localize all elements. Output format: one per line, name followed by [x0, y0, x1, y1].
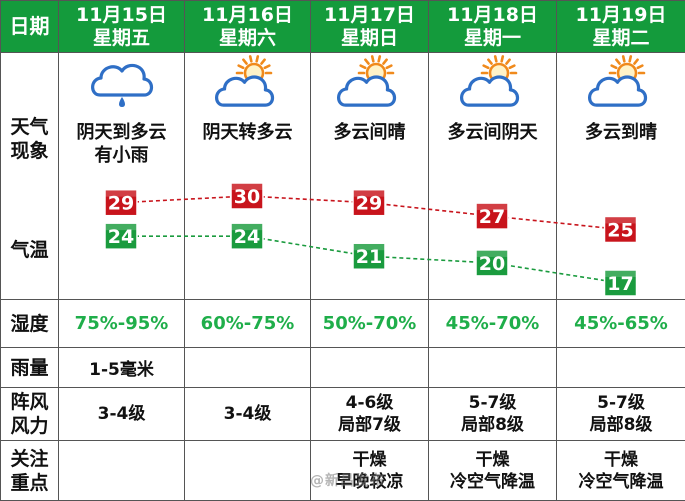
day-header: 11月19日星期二: [557, 1, 685, 53]
wind-label: 风力: [1, 414, 58, 438]
focus-value: 干燥冷空气降温: [429, 441, 557, 501]
day-weekday: 星期六: [185, 27, 310, 50]
day-header: 11月16日星期六: [185, 1, 311, 53]
day-header: 11月17日星期日: [311, 1, 429, 53]
day-weekday: 星期五: [59, 27, 184, 50]
day-weekday: 星期日: [311, 27, 428, 50]
weather-text: 多云到晴: [557, 121, 685, 144]
weather-icon-slot: [311, 53, 428, 113]
wind-value: 5-7级局部8级: [429, 388, 557, 441]
weather-icon-slot: [59, 53, 184, 113]
watermark: @新昌发布: [310, 470, 385, 490]
wind-label-cell: 阵风风力: [1, 388, 59, 441]
rain-value: [311, 348, 429, 388]
focus-label-cell: 关注重点: [1, 441, 59, 501]
rain-value: [185, 348, 311, 388]
humidity-value: 75%-95%: [59, 300, 185, 348]
weather-cell: 多云到晴: [557, 53, 685, 300]
day-date: 11月19日: [557, 4, 685, 27]
day-date: 11月17日: [311, 4, 428, 27]
weather-text: 多云间阴天: [429, 121, 556, 144]
humidity-label: 湿度: [1, 300, 59, 348]
wind-value: 4-6级局部7级: [311, 388, 429, 441]
day-header: 11月18日星期一: [429, 1, 557, 53]
sun-cloud-icon: [334, 55, 406, 113]
sun-cloud-icon: [457, 55, 529, 113]
wind-value: 3-4级: [59, 388, 185, 441]
humidity-row: 湿度 75%-95% 60%-75% 50%-70% 45%-70% 45%-6…: [1, 300, 685, 348]
sun-cloud-icon: [212, 55, 284, 113]
rain-row: 雨量 1-5毫米: [1, 348, 685, 388]
day-date: 11月16日: [185, 4, 310, 27]
focus-value: [59, 441, 185, 501]
humidity-value: 45%-70%: [429, 300, 557, 348]
day-weekday: 星期一: [429, 27, 556, 50]
weather-text: 阴天转多云: [185, 121, 310, 144]
wind-value: 3-4级: [185, 388, 311, 441]
weather-icon-slot: [429, 53, 556, 113]
header-row: 日期 11月15日星期五 11月16日星期六 11月17日星期日 11月18日星…: [1, 1, 685, 53]
weather-text: 阴天到多云有小雨: [59, 121, 184, 167]
day-date: 11月18日: [429, 4, 556, 27]
weather-cell: 阴天到多云有小雨: [59, 53, 185, 300]
weather-temp-row: 天气 现象 气温 阴天到多云有小雨 阴天转多云 多云间晴 多云间阴天 多云到晴: [1, 53, 685, 300]
wind-value: 5-7级局部8级: [557, 388, 685, 441]
day-header: 11月15日星期五: [59, 1, 185, 53]
rain-value: [429, 348, 557, 388]
day-date: 11月15日: [59, 4, 184, 27]
weather-icon-slot: [557, 53, 685, 113]
sun-cloud-icon: [585, 55, 657, 113]
weather-cell: 多云间阴天: [429, 53, 557, 300]
weather-icon-slot: [185, 53, 310, 113]
weather-cell: 多云间晴: [311, 53, 429, 300]
weather-temp-label-cell: 天气 现象 气温: [1, 53, 59, 300]
humidity-value: 60%-75%: [185, 300, 311, 348]
focus-label: 关注: [1, 447, 58, 471]
weather-cell: 阴天转多云: [185, 53, 311, 300]
temp-label: 气温: [1, 238, 58, 262]
wind-row: 阵风风力 3-4级 3-4级 4-6级局部7级 5-7级局部8级 5-7级局部8…: [1, 388, 685, 441]
cloud-rain-icon: [86, 55, 158, 113]
weather-label: 现象: [1, 139, 58, 163]
focus-label: 重点: [1, 471, 58, 495]
wind-label: 阵风: [1, 390, 58, 414]
weather-text: 多云间晴: [311, 121, 428, 144]
humidity-value: 45%-65%: [557, 300, 685, 348]
weather-label: 天气: [1, 115, 58, 139]
rain-label: 雨量: [1, 348, 59, 388]
rain-value: [557, 348, 685, 388]
rain-value: 1-5毫米: [59, 348, 185, 388]
focus-value: [185, 441, 311, 501]
focus-value: 干燥冷空气降温: [557, 441, 685, 501]
day-weekday: 星期二: [557, 27, 685, 50]
humidity-value: 50%-70%: [311, 300, 429, 348]
date-corner-label: 日期: [1, 1, 59, 53]
